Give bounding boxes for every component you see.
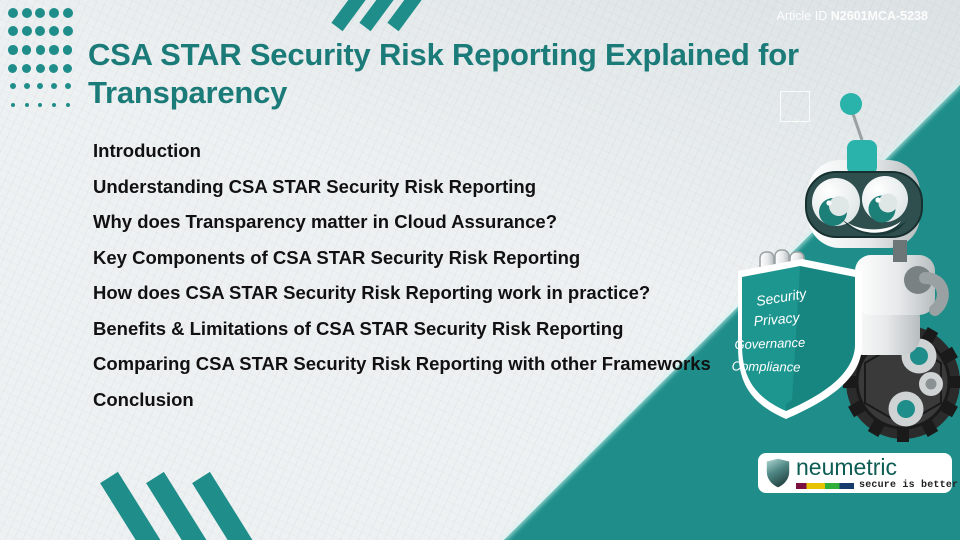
svg-text:Compliance: Compliance — [732, 358, 801, 374]
svg-text:Governance: Governance — [734, 335, 805, 352]
